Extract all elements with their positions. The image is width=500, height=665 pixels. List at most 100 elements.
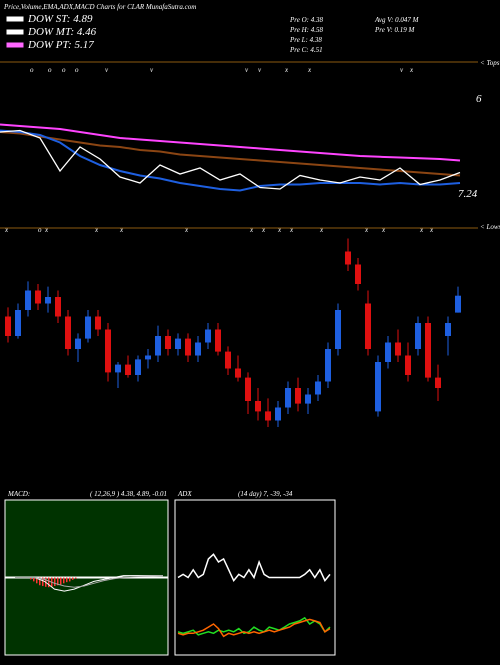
candle-body [215,329,221,352]
candle-body [275,407,281,421]
candle-body [455,295,461,313]
histogram-bar [33,577,35,582]
legend-label: DOW PT: 5.17 [27,39,94,51]
signal-marker: o [48,66,52,74]
signal-marker: o [75,66,79,74]
candle-body [55,297,61,317]
histogram-bar [39,577,41,586]
histogram-bar [42,577,44,587]
candle-body [105,329,111,373]
series-line [177,616,331,636]
candle-body [85,316,91,339]
candle-body [355,264,361,284]
candle-body [265,411,271,421]
candle-body [285,388,291,408]
info-text: Avg V: 0.047 M [374,16,420,24]
candle-body [435,377,441,388]
candle-body [375,362,381,412]
candle-body [95,316,101,330]
panel-label: ADX [177,490,192,498]
signal-marker: x [319,226,324,234]
candle-body [205,329,211,343]
candle-body [315,381,321,395]
histogram-bar [66,577,68,583]
candle-body [415,323,421,349]
histogram-bar [30,577,32,580]
candle-body [25,290,31,310]
candle-body [385,342,391,362]
candle-body [255,401,261,412]
signal-marker: x [364,226,369,234]
candle-body [295,388,301,404]
histogram-bar [54,577,56,587]
candle-body [445,323,451,336]
candle-body [165,336,171,349]
series-line [15,575,163,592]
candle-body [225,351,231,369]
signal-marker: x [4,226,9,234]
signal-marker: o [62,66,66,74]
series-line [177,553,331,582]
signal-marker: x [429,226,434,234]
histogram-bar [48,577,50,588]
signal-marker: x [289,226,294,234]
candle-body [235,368,241,378]
signal-marker: x [94,226,99,234]
candle-body [305,394,311,404]
info-text: Pre O: 4.38 [289,16,323,24]
candle-body [345,251,351,265]
signal-marker: x [307,66,312,74]
signal-marker: x [284,66,289,74]
series-line [15,575,164,588]
signal-marker: x [119,226,124,234]
legend-swatch [5,41,25,49]
signal-marker: x [419,226,424,234]
panel [174,499,336,656]
signal-marker: v [105,66,109,74]
candle-body [125,364,131,375]
axis-annotation: < Tops [480,59,500,67]
signal-marker: v [150,66,154,74]
candle-body [175,338,181,349]
info-text: Pre L: 4.38 [289,36,322,44]
histogram-bar [60,577,62,585]
info-text: Pre V: 0.19 M [374,26,415,34]
histogram-bar [63,577,65,584]
signal-marker: x [44,226,49,234]
legend-swatch [5,15,25,23]
legend-label: DOW ST: 4.89 [27,13,93,25]
histogram-bar [75,577,77,579]
signal-marker: x [277,226,282,234]
axis-annotation: < Lows [480,223,500,231]
series-line [0,131,461,177]
signal-marker: v [258,66,262,74]
candle-body [325,349,331,382]
candle-body [35,290,41,304]
chart-title: Price,Volume,EMA,ADX,MACD Charts for CLA… [3,3,196,11]
candle-body [155,336,161,356]
signal-marker: x [381,226,386,234]
candle-body [75,338,81,349]
histogram-bar [72,577,74,580]
series-line [0,129,461,190]
candle-body [5,316,11,336]
histogram-bar [57,577,59,586]
series-line [0,123,461,162]
candle-body [135,359,141,375]
candle-body [195,342,201,356]
signal-marker: v [245,66,249,74]
candle-body [395,342,401,356]
panel-params: ( 12,26,9 ) 4.38, 4.89, -0.01 [90,490,167,498]
candle-body [365,303,371,349]
candle-body [145,355,151,360]
series-line [177,618,331,638]
signal-marker: x [409,66,414,74]
candle-body [15,310,21,336]
panel-params: (14 day) 7, -39, -34 [238,490,293,498]
axis-annotation: 6 [476,93,482,105]
candle-body [115,364,121,373]
signal-marker: x [261,226,266,234]
candle-body [65,316,71,349]
signal-marker: x [184,226,189,234]
